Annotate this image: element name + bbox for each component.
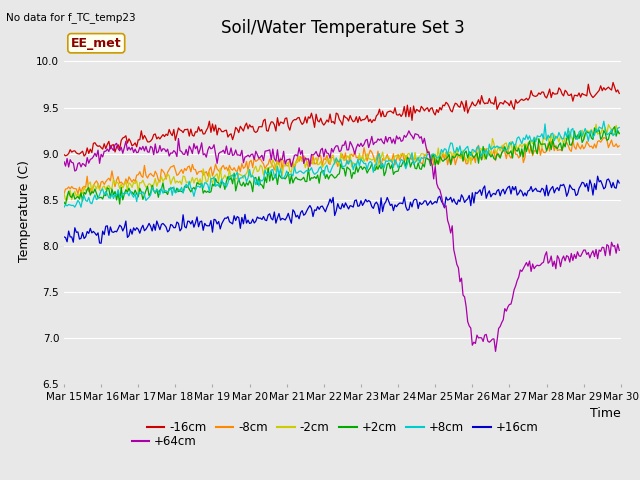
-2cm (592, 121, 600, 127)
+2cm (227, 175, 235, 180)
+64cm (616, 248, 623, 253)
+8cm (77, 204, 85, 210)
Title: Soil/Water Temperature Set 3: Soil/Water Temperature Set 3 (221, 19, 464, 37)
-2cm (586, 129, 594, 134)
-2cm (246, 172, 253, 178)
-8cm (227, 166, 235, 172)
-8cm (305, 165, 312, 170)
-8cm (600, 134, 607, 140)
+64cm (244, 152, 252, 158)
-16cm (80, 153, 88, 159)
+8cm (586, 130, 594, 136)
+16cm (246, 221, 253, 227)
Y-axis label: Temperature (C): Temperature (C) (17, 160, 31, 262)
-16cm (130, 142, 138, 148)
Line: +2cm: +2cm (64, 127, 620, 204)
-2cm (60, 191, 68, 196)
+2cm (255, 174, 263, 180)
+16cm (130, 225, 138, 231)
+2cm (60, 199, 68, 205)
+16cm (594, 173, 602, 179)
+8cm (600, 119, 607, 124)
-16cm (305, 114, 312, 120)
-16cm (60, 152, 68, 157)
+2cm (130, 192, 138, 197)
+8cm (255, 183, 263, 189)
-2cm (305, 162, 312, 168)
+16cm (616, 180, 623, 186)
-16cm (255, 124, 263, 130)
+8cm (246, 167, 253, 172)
+64cm (588, 251, 595, 256)
+8cm (305, 168, 312, 174)
-16cm (227, 131, 235, 137)
-8cm (586, 144, 594, 150)
+2cm (246, 178, 253, 184)
-2cm (63, 197, 71, 203)
Text: No data for f_TC_temp23: No data for f_TC_temp23 (6, 12, 136, 23)
+2cm (611, 124, 618, 130)
+64cm (492, 348, 499, 354)
Line: +64cm: +64cm (64, 131, 620, 351)
-16cm (609, 80, 617, 85)
+8cm (616, 125, 623, 131)
Line: +16cm: +16cm (64, 176, 620, 243)
+8cm (227, 173, 235, 179)
Text: EE_met: EE_met (71, 37, 122, 50)
Line: -8cm: -8cm (64, 137, 620, 194)
Legend: +64cm: +64cm (127, 430, 202, 453)
+64cm (226, 152, 234, 157)
+2cm (586, 130, 594, 136)
Line: +8cm: +8cm (64, 121, 620, 207)
+64cm (128, 144, 136, 150)
+2cm (61, 202, 69, 207)
+64cm (253, 152, 261, 157)
-16cm (616, 91, 623, 96)
-8cm (616, 143, 623, 149)
-2cm (255, 168, 263, 174)
-8cm (246, 159, 253, 165)
+64cm (405, 128, 413, 134)
-16cm (586, 90, 594, 96)
+16cm (255, 216, 263, 221)
Line: -2cm: -2cm (64, 124, 620, 200)
+16cm (586, 177, 594, 183)
+8cm (130, 194, 138, 200)
Line: -16cm: -16cm (64, 83, 620, 156)
+16cm (60, 234, 68, 240)
+64cm (303, 156, 310, 162)
+2cm (616, 131, 623, 136)
-8cm (130, 177, 138, 182)
+16cm (305, 205, 312, 211)
+8cm (60, 204, 68, 210)
-2cm (130, 180, 138, 185)
+2cm (305, 165, 312, 171)
-16cm (246, 122, 253, 128)
-8cm (60, 191, 68, 196)
+16cm (227, 220, 235, 226)
+16cm (97, 240, 105, 246)
-8cm (74, 191, 82, 197)
-2cm (227, 175, 235, 180)
-2cm (616, 130, 623, 136)
X-axis label: Time: Time (590, 407, 621, 420)
-8cm (255, 156, 263, 162)
+64cm (60, 159, 68, 165)
